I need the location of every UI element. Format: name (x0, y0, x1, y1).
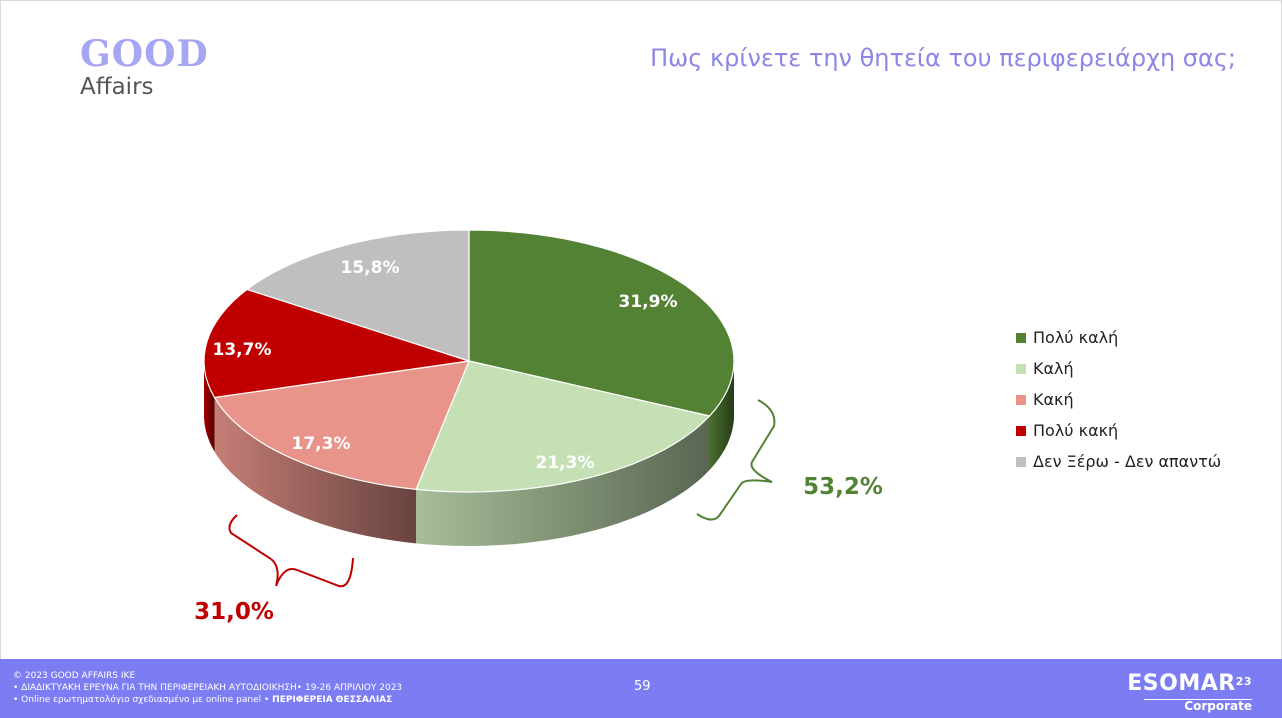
page-number: 59 (634, 679, 651, 694)
legend-swatch (1016, 425, 1026, 436)
negative-brace (228, 514, 354, 588)
data-label-2: 21,3% (536, 453, 595, 473)
legend-item-1: Πολύ καλή (1016, 322, 1221, 353)
legend-item-3: Κακή (1016, 384, 1221, 415)
pie-side-4 (204, 361, 215, 452)
legend-item-4: Πολύ κακή (1016, 415, 1221, 446)
footer-copyright: © 2023 GOOD AFFAIRS IKE (13, 671, 136, 681)
footer-text: © 2023 GOOD AFFAIRS IKE • ΔΙΑΔΙΚΤΥΑΚΗ ΕΡ… (13, 670, 402, 706)
pie-chart: 31,9% 21,3% 17,3% 13,7% 15,8% 53,2% 31,0% (194, 229, 883, 625)
esomar-logo: ESOMAR23 Corporate (1127, 671, 1252, 713)
pie-slice-5 (245, 229, 470, 362)
footer-method-line: • Online ερωτηματολόγιο σχεδιασμένο με o… (13, 695, 393, 705)
footer-bar: © 2023 GOOD AFFAIRS IKE • ΔΙΑΔΙΚΤΥΑΚΗ ΕΡ… (0, 659, 1282, 718)
pie-side-1 (709, 361, 734, 470)
data-label-1: 31,9% (619, 292, 678, 312)
positive-brace (696, 399, 776, 521)
slide-title: Πως κρίνετε την θητεία του περιφερειάρχη… (650, 44, 1236, 72)
pie-side-3 (214, 397, 417, 544)
pie-side-walls (204, 361, 734, 546)
good-affairs-logo: GOOD Affairs (80, 34, 209, 100)
legend-label: Δεν Ξέρω - Δεν απαντώ (1033, 452, 1222, 471)
pie-slice-4 (203, 288, 470, 399)
pie-slice-2 (415, 360, 711, 493)
positive-total-label: 53,2% (803, 474, 883, 500)
legend-swatch (1016, 332, 1026, 343)
footer-region: ΠΕΡΙΦΕΡΕΙΑ ΘΕΣΣΑΛΙΑΣ (272, 695, 393, 705)
pie-slice-3 (213, 360, 470, 491)
chart-legend: Πολύ καλή Καλή Κακή Πολύ κακή Δεν Ξέρω - Δεν… (1016, 322, 1221, 477)
pie-side-2 (416, 416, 710, 546)
legend-item-5: Δεν Ξέρω - Δεν απαντώ (1016, 446, 1221, 477)
negative-total-label: 31,0% (194, 599, 274, 625)
legend-swatch (1016, 394, 1026, 405)
logo-brand-top: GOOD (80, 33, 209, 75)
legend-label: Κακή (1033, 390, 1074, 409)
legend-label: Καλή (1033, 359, 1074, 378)
data-label-5: 15,8% (341, 258, 400, 278)
logo-brand-bottom: Affairs (80, 74, 154, 100)
pie-slice-1 (468, 229, 735, 417)
legend-swatch (1016, 363, 1026, 374)
legend-label: Πολύ καλή (1033, 328, 1119, 347)
pie-top (203, 229, 735, 493)
data-label-4: 13,7% (213, 340, 272, 360)
legend-item-2: Καλή (1016, 353, 1221, 384)
data-label-3: 17,3% (292, 434, 351, 454)
footer-survey-line: • ΔΙΑΔΙΚΤΥΑΚΗ ΕΡΕΥΝΑ ΓΙΑ ΤΗΝ ΠΕΡΙΦΕΡΕΙΑΚ… (13, 683, 403, 693)
legend-swatch (1016, 456, 1026, 467)
legend-label: Πολύ κακή (1033, 421, 1119, 440)
